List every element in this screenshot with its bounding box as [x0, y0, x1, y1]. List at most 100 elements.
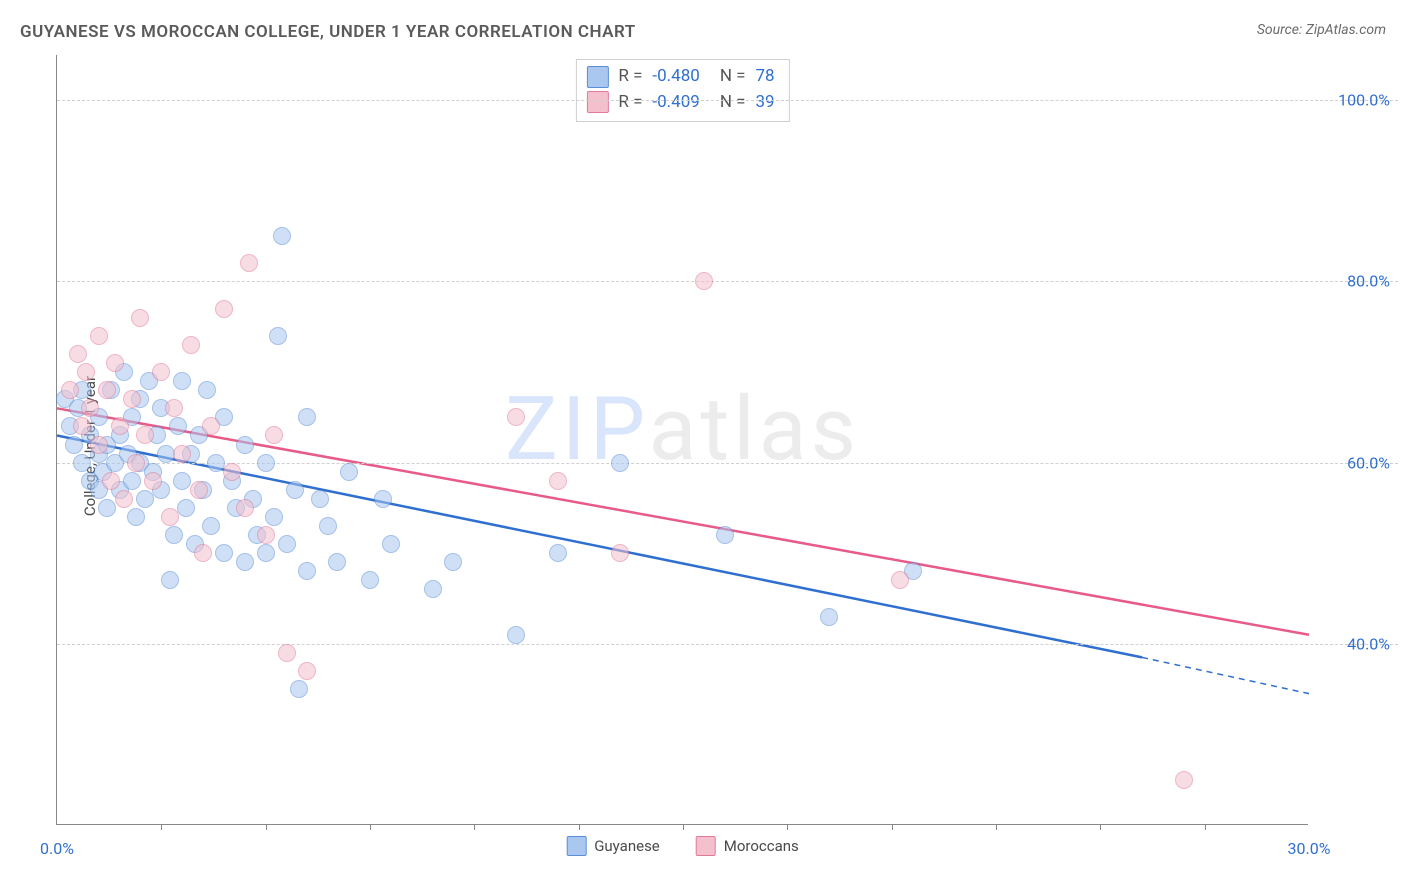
scatter-point: [361, 571, 379, 589]
chart-container: GUYANESE VS MOROCCAN COLLEGE, UNDER 1 YE…: [0, 0, 1406, 892]
r-label: R =: [618, 90, 642, 116]
x-tick: [1100, 824, 1101, 830]
y-tick-label: 100.0%: [1338, 91, 1390, 110]
scatter-point: [265, 508, 283, 526]
source-attribution: Source: ZipAtlas.com: [1257, 22, 1386, 38]
scatter-point: [173, 445, 191, 463]
scatter-point: [424, 580, 442, 598]
scatter-point: [257, 454, 275, 472]
gridline: [57, 100, 1398, 101]
scatter-point: [382, 535, 400, 553]
y-tick-label: 60.0%: [1347, 453, 1390, 472]
scatter-point: [240, 254, 258, 272]
scatter-point: [144, 472, 162, 490]
scatter-point: [611, 454, 629, 472]
scatter-point: [90, 436, 108, 454]
r-value-moroccans: -0.409: [652, 90, 699, 116]
scatter-point: [328, 553, 346, 571]
legend-swatch-moroccans: [586, 91, 608, 113]
scatter-point: [278, 644, 296, 662]
r-label: R =: [618, 64, 642, 90]
scatter-point: [123, 390, 141, 408]
scatter-point: [173, 372, 191, 390]
scatter-point: [236, 436, 254, 454]
plot-area: ZIPatlas R = -0.480 N = 78 R = -0.409 N …: [56, 55, 1308, 825]
scatter-point: [820, 608, 838, 626]
x-tick: [579, 824, 580, 830]
scatter-point: [215, 544, 233, 562]
scatter-point: [716, 526, 734, 544]
n-label: N =: [720, 64, 746, 90]
scatter-point: [81, 399, 99, 417]
n-label: N =: [720, 90, 746, 116]
x-tick: [1205, 824, 1206, 830]
scatter-point: [257, 544, 275, 562]
n-value-moroccans: 39: [756, 90, 775, 116]
scatter-point: [891, 571, 909, 589]
scatter-point: [207, 454, 225, 472]
x-tick: [370, 824, 371, 830]
scatter-point: [161, 571, 179, 589]
scatter-point: [131, 309, 149, 327]
scatter-point: [102, 472, 120, 490]
legend-row-guyanese: R = -0.480 N = 78: [586, 64, 774, 90]
scatter-point: [298, 662, 316, 680]
legend-label: Guyanese: [594, 837, 660, 855]
scatter-point: [194, 544, 212, 562]
gridline: [57, 644, 1398, 645]
legend-item-guyanese: Guyanese: [566, 836, 660, 856]
chart-title: GUYANESE VS MOROCCAN COLLEGE, UNDER 1 YE…: [20, 22, 636, 42]
scatter-point: [161, 508, 179, 526]
scatter-point: [290, 680, 308, 698]
scatter-point: [298, 562, 316, 580]
scatter-point: [73, 454, 91, 472]
scatter-point: [273, 227, 291, 245]
scatter-point: [215, 300, 233, 318]
legend-row-moroccans: R = -0.409 N = 39: [586, 90, 774, 116]
legend-swatch-icon: [566, 836, 586, 856]
scatter-point: [90, 327, 108, 345]
scatter-point: [265, 426, 283, 444]
scatter-point: [65, 436, 83, 454]
scatter-point: [257, 526, 275, 544]
scatter-point: [106, 354, 124, 372]
r-value-guyanese: -0.480: [652, 64, 699, 90]
scatter-point: [298, 408, 316, 426]
x-tick: [683, 824, 684, 830]
scatter-point: [1175, 771, 1193, 789]
scatter-point: [98, 499, 116, 517]
scatter-point: [374, 490, 392, 508]
trend-line-extrapolated: [1142, 657, 1309, 693]
scatter-point: [190, 481, 208, 499]
scatter-point: [61, 381, 79, 399]
y-tick-label: 40.0%: [1347, 634, 1390, 653]
scatter-point: [286, 481, 304, 499]
scatter-point: [123, 472, 141, 490]
legend-label: Moroccans: [724, 837, 799, 855]
n-value-guyanese: 78: [756, 64, 775, 90]
x-tick: [474, 824, 475, 830]
scatter-point: [269, 327, 287, 345]
scatter-point: [77, 363, 95, 381]
scatter-point: [182, 336, 200, 354]
scatter-point: [311, 490, 329, 508]
scatter-point: [115, 490, 133, 508]
scatter-point: [202, 417, 220, 435]
scatter-point: [202, 517, 220, 535]
correlation-legend: R = -0.480 N = 78 R = -0.409 N = 39: [575, 59, 789, 122]
legend-swatch-icon: [696, 836, 716, 856]
legend-item-moroccans: Moroccans: [696, 836, 799, 856]
x-tick-label: 0.0%: [40, 839, 74, 858]
scatter-point: [223, 463, 241, 481]
x-tick: [161, 824, 162, 830]
scatter-point: [127, 454, 145, 472]
scatter-point: [177, 499, 195, 517]
scatter-point: [69, 345, 87, 363]
scatter-point: [444, 553, 462, 571]
x-tick-label: 30.0%: [1288, 839, 1331, 858]
legend-swatch-guyanese: [586, 66, 608, 88]
scatter-point: [507, 626, 525, 644]
gridline: [57, 281, 1398, 282]
series-legend: Guyanese Moroccans: [566, 836, 799, 856]
scatter-point: [549, 544, 567, 562]
